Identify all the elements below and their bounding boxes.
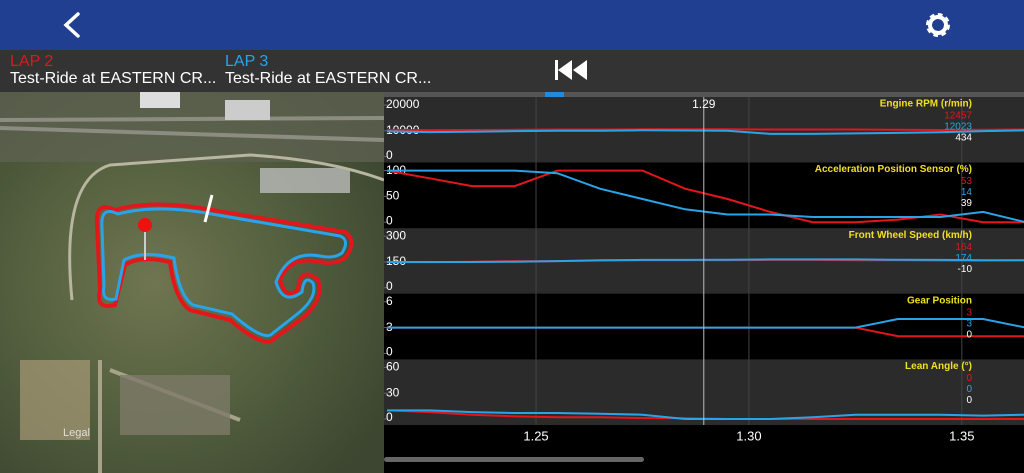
y-tick-label: 60	[386, 360, 400, 374]
readout: 14	[961, 187, 973, 198]
chart-title: Engine RPM (r/min)	[880, 99, 972, 110]
y-tick-label: 0	[386, 213, 393, 227]
progress-thumb[interactable]	[545, 92, 564, 97]
lap-label: LAP 3	[225, 53, 268, 70]
y-tick-label: 300	[386, 228, 406, 242]
readout: 0	[966, 384, 972, 395]
series-line	[386, 128, 1024, 132]
chart-title: Lean Angle (°)	[905, 361, 972, 372]
lap-label: LAP 2	[10, 53, 53, 70]
progress-track[interactable]	[384, 92, 1024, 97]
y-tick-label: 6	[386, 294, 393, 308]
lap-session: Test-Ride at EASTERN CR...	[10, 70, 216, 87]
scrollbar[interactable]	[384, 457, 644, 462]
settings-button[interactable]	[926, 13, 950, 37]
readout: 12023	[944, 122, 972, 133]
y-tick-label: 0	[386, 410, 393, 424]
lap-bar	[0, 50, 1024, 92]
readout: 0	[966, 373, 972, 384]
y-tick-label: 0	[386, 279, 393, 293]
lap-session: Test-Ride at EASTERN CR...	[225, 70, 431, 87]
x-tick-label: 1.25	[523, 428, 548, 443]
position-marker	[138, 218, 152, 232]
map: Legal	[0, 92, 385, 473]
readout: 53	[961, 176, 973, 187]
chart-title: Gear Position	[907, 295, 972, 306]
series-line	[387, 318, 1024, 329]
x-tick-label: 1.35	[949, 428, 974, 443]
y-tick-label: 20000	[386, 97, 420, 111]
difference: 0	[966, 395, 972, 406]
x-tick-label: 1.30	[736, 428, 761, 443]
y-tick-label: 0	[386, 148, 393, 162]
chart-title: Front Wheel Speed (km/h)	[849, 230, 972, 241]
readout: 3	[966, 318, 972, 329]
readout: 12457	[944, 111, 972, 122]
y-tick-label: 0	[386, 345, 393, 359]
rewind-button[interactable]	[555, 60, 587, 80]
y-tick-label: 30	[386, 385, 400, 399]
difference: 434	[955, 133, 972, 144]
back-button[interactable]	[63, 12, 80, 38]
difference: 39	[961, 198, 973, 209]
top-bar	[0, 0, 1024, 50]
series-line	[387, 258, 1024, 263]
difference: 0	[966, 329, 972, 340]
chart-title: Acceleration Position Sensor (%)	[815, 164, 972, 175]
series-line	[386, 129, 1024, 135]
series-line	[387, 169, 1024, 223]
difference: -10	[958, 264, 973, 275]
readout: 3	[966, 307, 972, 318]
legal-link[interactable]: Legal	[63, 427, 90, 439]
cursor-label: 1.29	[692, 97, 716, 111]
series-line	[387, 409, 1024, 420]
y-tick-label: 50	[386, 189, 400, 203]
readout: 164	[955, 242, 972, 253]
readout: 174	[955, 253, 972, 264]
